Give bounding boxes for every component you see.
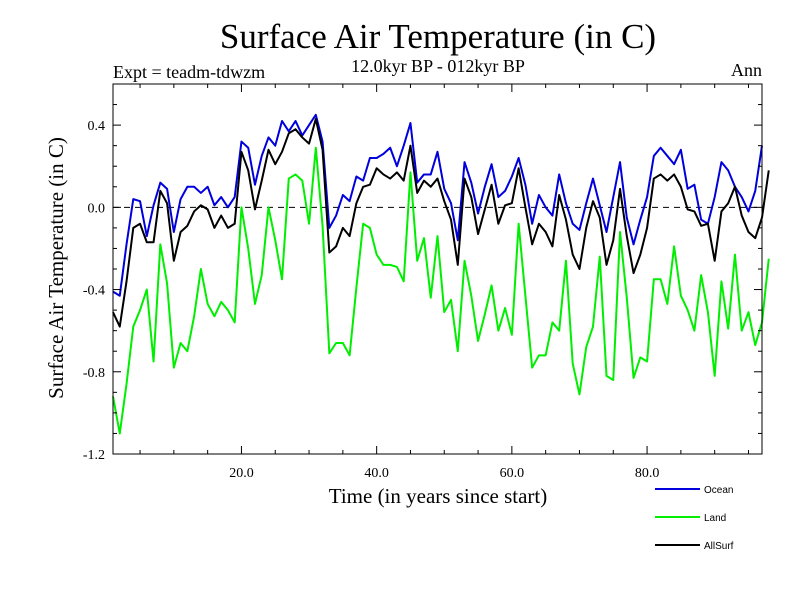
series-line-allsurf: [112, 117, 770, 328]
x-tick-label: 40.0: [364, 466, 389, 481]
plot-frame: [112, 83, 763, 455]
chart-subtitle: 12.0kyr BP - 012kyr BP: [351, 56, 525, 76]
y-axis-label: Surface Air Temperature (in C): [44, 137, 68, 399]
y-tick-label: -1.2: [83, 448, 105, 463]
y-tick-label: 0.4: [88, 119, 106, 134]
x-tick-label: 20.0: [229, 466, 254, 481]
ticks-layer: -1.2 -0.8 -0.4 0.0 0.4 20.0 40.0 60.0 80.0: [83, 83, 762, 481]
legend-label-allsurf: AllSurf: [704, 541, 734, 552]
legend-label-ocean: Ocean: [704, 485, 733, 496]
y-tick-label: -0.8: [83, 366, 105, 381]
axes-layer: [112, 83, 763, 455]
legend-label-land: Land: [704, 513, 726, 524]
y-tick-label: -0.4: [83, 284, 105, 299]
series-line-land: [112, 146, 770, 435]
series-layer: [112, 113, 770, 435]
series-line-ocean: [112, 113, 763, 297]
chart-expt-label: Expt = teadm-tdwzm: [113, 62, 265, 82]
y-tick-label: 0.0: [88, 201, 106, 216]
x-axis-label: Time (in years since start): [329, 484, 548, 508]
legend: Ocean Land AllSurf: [655, 485, 734, 552]
chart-period-label: Ann: [731, 60, 762, 80]
x-tick-label: 80.0: [635, 466, 660, 481]
chart-title: Surface Air Temperature (in C): [220, 17, 656, 56]
x-tick-label: 60.0: [500, 466, 525, 481]
